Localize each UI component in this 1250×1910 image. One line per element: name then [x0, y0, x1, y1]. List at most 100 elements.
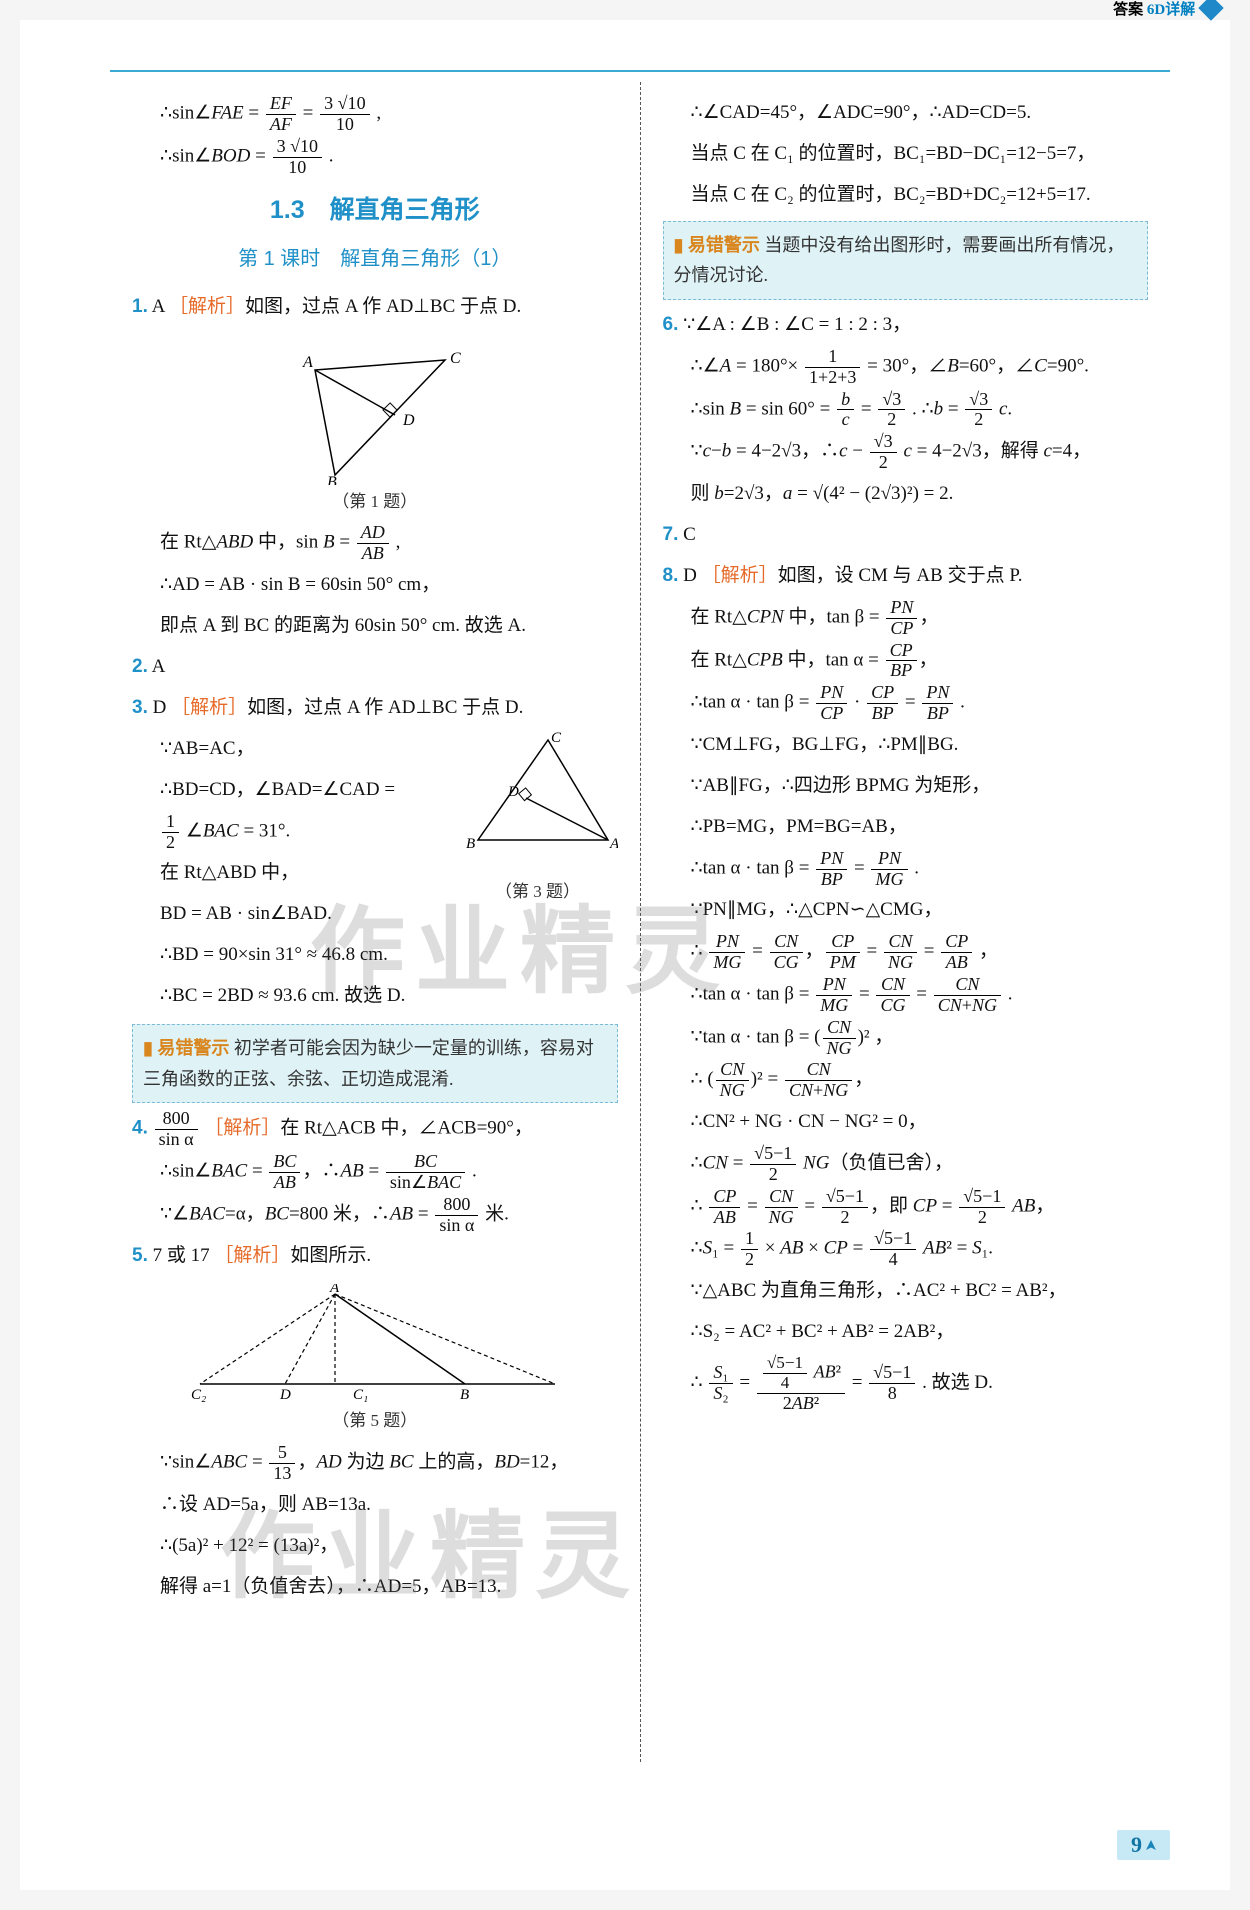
q4-line: ∴sin∠BAC = BCAB，∴AB = BCsin∠BAC . — [132, 1152, 618, 1193]
q8-line: ∴PB=MG，PM=BG=AB， — [663, 808, 1149, 847]
q6: 6. ∵∠A : ∠B : ∠C = 1 : 2 : 3， — [663, 306, 1149, 345]
section-subtitle: 第 1 课时 解直角三角形（1） — [132, 239, 618, 280]
q-number: 8. — [663, 565, 679, 586]
q-answer: C — [683, 524, 696, 545]
q-answer: D — [153, 697, 167, 718]
svg-text:C₂: C₂ — [191, 1387, 206, 1403]
q8-line: ∴CN² + NG · CN − NG² = 0， — [663, 1103, 1149, 1142]
q-answer: 800sin α — [153, 1118, 200, 1139]
q3-line: ∴BD = 90×sin 31° ≈ 46.8 cm. — [132, 936, 618, 975]
q8-line: ∴CN = √5−12 NG（负值已舍）， — [663, 1144, 1149, 1185]
q-body: 如图所示. — [290, 1245, 371, 1266]
q6-line: ∵c−b = 4−2√3，∴c − √32 c = 4−2√3，解得 c=4， — [663, 432, 1149, 473]
q6-line: ∵∠A : ∠B : ∠C = 1 : 2 : 3， — [683, 314, 911, 335]
r-line: 当点 C 在 C₂ 的位置时，BC₂=BD+DC₂=12+5=17. — [663, 176, 1149, 215]
q1-line: ∴AD = AB · sin B = 60sin 50° cm， — [132, 566, 618, 605]
q2: 2. A — [132, 648, 618, 687]
callout-label: ▮ 易错警示 — [143, 1038, 229, 1058]
q3: 3. D ［解析］如图，过点 A 作 AD⊥BC 于点 D. — [132, 689, 618, 728]
q-answer: D — [683, 565, 697, 586]
q8-line: ∵△ABC 为直角三角形，∴AC² + BC² = AB²， — [663, 1272, 1149, 1311]
jiexi-label: ［解析］ — [702, 565, 778, 586]
q8-line: 在 Rt△CPN 中，tan β = PNCP， — [663, 598, 1149, 639]
q8-line: ∴ (CNNG)² = CNCN+NG， — [663, 1060, 1149, 1101]
q-answer: A — [152, 296, 165, 317]
q8-line: ∵PN∥MG，∴△CPN∽△CMG， — [663, 891, 1149, 930]
pagenum-icon — [1146, 1840, 1156, 1850]
q8-line: ∴tan α · tan β = PNMG = CNCG = CNCN+NG . — [663, 975, 1149, 1016]
svg-text:D: D — [402, 412, 415, 429]
jiexi-label: ［解析］ — [214, 1245, 290, 1266]
q8-line: ∴S₁ = 12 × AB × CP = √5−14 AB² = S₁. — [663, 1229, 1149, 1270]
page-number: 9 — [1117, 1830, 1170, 1860]
jiexi-label: ［解析］ — [169, 296, 245, 317]
page: 答案 6D详解 作业精灵 作业精灵 ∴sin∠FAE = EFAF = 3 √1… — [20, 20, 1230, 1890]
q-number: 4. — [132, 1118, 148, 1139]
q5-line: 解得 a=1（负值舍去），∴AD=5，AB=13. — [132, 1568, 618, 1607]
figure-caption: （第 1 题） — [132, 485, 618, 520]
q-body: 在 Rt△ACB 中，∠ACB=90°， — [280, 1118, 533, 1139]
q4-line: ∵∠BAC=α，BC=800 米，∴AB = 800sin α 米. — [132, 1195, 618, 1236]
q-body: 如图，设 CM 与 AB 交于点 P. — [778, 565, 1023, 586]
svg-text:A: A — [302, 354, 313, 371]
svg-text:C: C — [450, 350, 461, 367]
figure-3: C B A D （第 3 题） — [458, 730, 618, 910]
intro-line: ∴sin∠BOD = 3 √1010 . — [132, 137, 618, 178]
callout-box: ▮ 易错警示 当题中没有给出图形时，需要画出所有情况，分情况讨论. — [663, 221, 1149, 300]
callout-label: ▮ 易错警示 — [674, 235, 760, 255]
q8-line: ∵AB∥FG，∴四边形 BPMG 为矩形， — [663, 767, 1149, 806]
jiexi-label: ［解析］ — [204, 1118, 280, 1139]
jiexi-label: ［解析］ — [171, 697, 247, 718]
q8-line: ∵tan α · tan β = (CNNG)² ， — [663, 1018, 1149, 1059]
q-number: 6. — [663, 314, 679, 335]
q3-line: ∴BC = 2BD ≈ 93.6 cm. 故选 D. — [132, 977, 618, 1016]
cap-icon — [1198, 0, 1223, 21]
page-header: 答案 6D详解 — [1113, 0, 1220, 19]
svg-text:D: D — [507, 784, 519, 800]
q8-line: ∴ S₁S₂ = √5−14 AB²2AB² = √5−18 . 故选 D. — [663, 1354, 1149, 1414]
q5: 5. 7 或 17 ［解析］如图所示. — [132, 1237, 618, 1276]
q8: 8. D ［解析］如图，设 CM 与 AB 交于点 P. — [663, 557, 1149, 596]
q-number: 2. — [132, 656, 148, 677]
callout-box: ▮ 易错警示 初学者可能会因为缺少一定量的训练，容易对三角函数的正弦、余弦、正切… — [132, 1024, 618, 1103]
header-main: 答案 — [1113, 2, 1147, 18]
header-blue: 6D详解 — [1147, 2, 1195, 18]
q4: 4. 800sin α ［解析］在 Rt△ACB 中，∠ACB=90°， — [132, 1109, 618, 1150]
figure-caption: （第 5 题） — [132, 1404, 618, 1439]
intro-line: ∴sin∠FAE = EFAF = 3 √1010 , — [132, 94, 618, 135]
q1-line: 即点 A 到 BC 的距离为 60sin 50° cm. 故选 A. — [132, 607, 618, 646]
q-number: 1. — [132, 296, 148, 317]
content-columns: ∴sin∠FAE = EFAF = 3 √1010 , ∴sin∠BOD = 3… — [110, 82, 1170, 1762]
r-line: 当点 C 在 C₁ 的位置时，BC₁=BD−DC₁=12−5=7， — [663, 135, 1149, 174]
svg-text:D: D — [279, 1387, 291, 1403]
q7: 7. C — [663, 516, 1149, 555]
q5-line: ∴(5a)² + 12² = (13a)²， — [132, 1527, 618, 1566]
svg-text:C: C — [551, 730, 562, 746]
q6-line: 则 b=2√3，a = √(4² − (2√3)²) = 2. — [663, 475, 1149, 514]
svg-text:B: B — [466, 836, 475, 852]
q8-line: ∴ PNMG = CNCG，CPPM = CNNG = CPAB ， — [663, 932, 1149, 973]
q-body: 如图，过点 A 作 AD⊥BC 于点 D. — [247, 697, 523, 718]
q1-line: 在 Rt△ABD 中，sin B = ADAB , — [132, 523, 618, 564]
figure-1: A C B D （第 1 题） — [132, 335, 618, 520]
section-title: 1.3 解直角三角形 — [132, 185, 618, 236]
q6-line: ∴sin B = sin 60° = bc = √32 . ∴b = √32 c… — [663, 390, 1149, 431]
q1: 1. A ［解析］如图，过点 A 作 AD⊥BC 于点 D. — [132, 288, 618, 327]
svg-text:B: B — [460, 1387, 469, 1403]
q-number: 5. — [132, 1245, 148, 1266]
figure-5: A C₂ D C₁ B （第 5 题） — [132, 1284, 618, 1439]
q8-line: ∴tan α · tan β = PNCP · CPBP = PNBP . — [663, 683, 1149, 724]
right-column: ∴∠CAD=45°，∠ADC=90°，∴AD=CD=5. 当点 C 在 C₁ 的… — [641, 82, 1171, 1762]
left-column: ∴sin∠FAE = EFAF = 3 √1010 , ∴sin∠BOD = 3… — [110, 82, 641, 1762]
q8-line: ∴ CPAB = CNNG = √5−12，即 CP = √5−12 AB， — [663, 1187, 1149, 1228]
q-answer: A — [152, 656, 166, 677]
q-body: 如图，过点 A 作 AD⊥BC 于点 D. — [245, 296, 521, 317]
svg-text:B: B — [327, 474, 337, 485]
q8-line: 在 Rt△CPB 中，tan α = CPBP， — [663, 641, 1149, 682]
q-answer: 7 或 17 — [153, 1245, 210, 1266]
r-line: ∴∠CAD=45°，∠ADC=90°，∴AD=CD=5. — [663, 94, 1149, 133]
svg-text:A: A — [609, 836, 618, 852]
header-rule — [110, 70, 1170, 72]
q5-line: ∵sin∠ABC = 513，AD 为边 BC 上的高，BD=12， — [132, 1443, 618, 1484]
svg-text:A: A — [329, 1284, 340, 1296]
